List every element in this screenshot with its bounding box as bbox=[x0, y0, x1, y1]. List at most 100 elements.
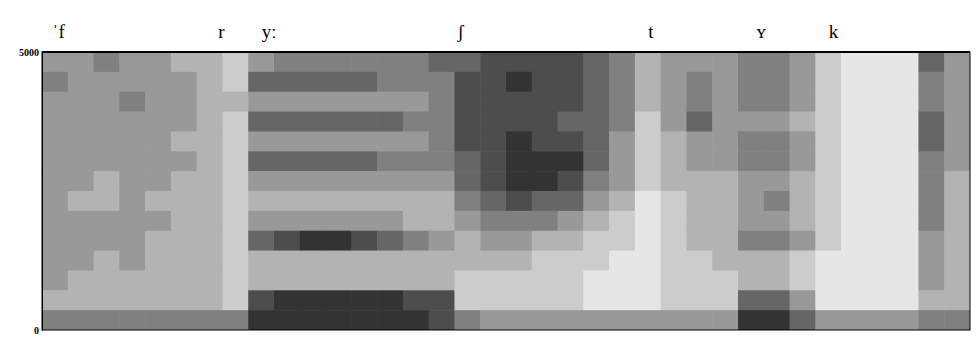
spectrogram-cell bbox=[764, 270, 790, 290]
spectrogram-cell bbox=[712, 310, 738, 330]
spectrogram-cell bbox=[248, 290, 274, 310]
spectrogram-cell bbox=[790, 231, 816, 251]
spectrogram-cell bbox=[429, 290, 455, 310]
spectrogram-cell bbox=[609, 191, 635, 211]
spectrogram-cell bbox=[738, 171, 764, 191]
spectrogram-cell bbox=[145, 211, 171, 231]
spectrogram-cell bbox=[764, 191, 790, 211]
spectrogram-cell bbox=[918, 151, 944, 171]
spectrogram-cell bbox=[171, 270, 197, 290]
spectrogram-cell bbox=[506, 290, 532, 310]
spectrogram-cell bbox=[764, 310, 790, 330]
spectrogram-cell bbox=[145, 270, 171, 290]
spectrogram-cell bbox=[197, 310, 223, 330]
spectrogram-cell bbox=[197, 191, 223, 211]
spectrogram-cell bbox=[635, 290, 661, 310]
spectrogram-cell bbox=[867, 131, 893, 151]
spectrogram-cell bbox=[558, 171, 584, 191]
spectrogram-cell bbox=[326, 52, 352, 72]
spectrogram-cell bbox=[429, 131, 455, 151]
spectrogram-cell bbox=[790, 92, 816, 112]
spectrogram-cell bbox=[583, 290, 609, 310]
spectrogram-cell bbox=[326, 290, 352, 310]
spectrogram-cell bbox=[68, 270, 94, 290]
spectrogram-cell bbox=[42, 231, 68, 251]
spectrogram-cell bbox=[274, 112, 300, 132]
y-tick: 0 bbox=[34, 325, 42, 336]
spectrogram-cell bbox=[274, 171, 300, 191]
spectrogram-cell bbox=[686, 72, 712, 92]
spectrogram-cell bbox=[738, 112, 764, 132]
spectrogram-cell bbox=[403, 270, 429, 290]
spectrogram-cell bbox=[506, 211, 532, 231]
y-tick-label: 5000 bbox=[19, 47, 39, 58]
spectrogram-cell bbox=[532, 92, 558, 112]
spectrogram-cell bbox=[171, 211, 197, 231]
spectrogram-cell bbox=[171, 52, 197, 72]
spectrogram-cell bbox=[790, 290, 816, 310]
spectrogram-cell bbox=[480, 151, 506, 171]
spectrogram-cell bbox=[893, 251, 919, 271]
spectrogram-cell bbox=[635, 112, 661, 132]
spectrogram-cell bbox=[222, 171, 248, 191]
spectrogram-cell bbox=[480, 131, 506, 151]
spectrogram-cell bbox=[119, 191, 145, 211]
spectrogram-cell bbox=[94, 52, 120, 72]
spectrogram-cell bbox=[403, 191, 429, 211]
spectrogram-cell bbox=[145, 151, 171, 171]
spectrogram-cell bbox=[300, 290, 326, 310]
spectrogram-cell bbox=[609, 112, 635, 132]
spectrogram-cell bbox=[893, 131, 919, 151]
spectrogram-cell bbox=[429, 251, 455, 271]
spectrogram-cell bbox=[326, 191, 352, 211]
spectrogram-cell bbox=[403, 310, 429, 330]
spectrogram-cell bbox=[42, 171, 68, 191]
spectrogram-cell bbox=[918, 290, 944, 310]
spectrogram-cell bbox=[171, 310, 197, 330]
spectrogram-cell bbox=[764, 112, 790, 132]
spectrogram-cell bbox=[918, 270, 944, 290]
spectrogram-cell bbox=[119, 310, 145, 330]
spectrogram-cell bbox=[403, 290, 429, 310]
spectrogram-cell bbox=[841, 310, 867, 330]
spectrogram-cell bbox=[326, 310, 352, 330]
spectrogram-cell bbox=[94, 92, 120, 112]
spectrogram-cell bbox=[94, 310, 120, 330]
spectrogram-cell bbox=[686, 251, 712, 271]
spectrogram-cell bbox=[738, 231, 764, 251]
spectrogram-cell bbox=[893, 52, 919, 72]
spectrogram-cell bbox=[351, 72, 377, 92]
spectrogram-cell bbox=[790, 191, 816, 211]
spectrogram-cell bbox=[686, 310, 712, 330]
spectrogram-cell bbox=[764, 151, 790, 171]
spectrogram-cell bbox=[454, 191, 480, 211]
spectrogram-cell bbox=[738, 310, 764, 330]
spectrogram-cell bbox=[558, 211, 584, 231]
spectrogram-cell bbox=[248, 72, 274, 92]
spectrogram-cell bbox=[42, 72, 68, 92]
spectrogram-cell bbox=[403, 171, 429, 191]
spectrogram-cell bbox=[68, 191, 94, 211]
spectrogram-cell bbox=[686, 112, 712, 132]
spectrogram-cell bbox=[300, 270, 326, 290]
spectrogram-cell bbox=[197, 171, 223, 191]
spectrogram-cell bbox=[506, 171, 532, 191]
spectrogram-cell bbox=[326, 131, 352, 151]
spectrogram-cell bbox=[686, 191, 712, 211]
spectrogram-cell bbox=[635, 211, 661, 231]
spectrogram-cell bbox=[429, 151, 455, 171]
spectrogram-cell bbox=[609, 72, 635, 92]
spectrogram-cell bbox=[841, 52, 867, 72]
spectrogram-cell bbox=[300, 131, 326, 151]
spectrogram-cell bbox=[609, 131, 635, 151]
spectrogram-cell bbox=[506, 151, 532, 171]
spectrogram-cell bbox=[790, 131, 816, 151]
spectrogram-cell bbox=[686, 52, 712, 72]
spectrogram-cell bbox=[274, 191, 300, 211]
spectrogram-cell bbox=[738, 191, 764, 211]
spectrogram-cell bbox=[377, 191, 403, 211]
spectrogram-cell bbox=[68, 72, 94, 92]
spectrogram-cell bbox=[790, 72, 816, 92]
spectrogram-cell bbox=[558, 72, 584, 92]
spectrogram-cell bbox=[635, 92, 661, 112]
